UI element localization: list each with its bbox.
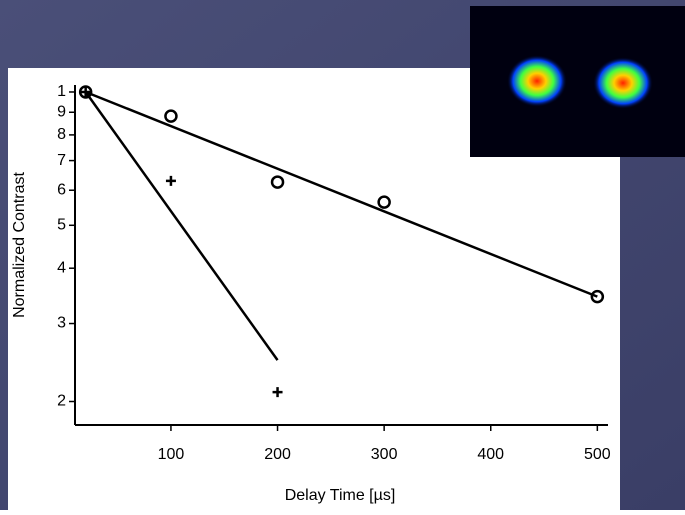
y-tick-label: 8 bbox=[57, 126, 66, 143]
y-axis-title: Normalized Contrast bbox=[11, 172, 28, 318]
x-tick-label: 200 bbox=[264, 446, 291, 463]
y-tick-label: 9 bbox=[57, 103, 66, 120]
y-tick-label: 4 bbox=[57, 259, 66, 276]
inset-spot bbox=[507, 55, 567, 107]
y-tick-label: 2 bbox=[57, 393, 66, 410]
y-tick-label: 6 bbox=[57, 181, 66, 198]
fit-line bbox=[84, 91, 279, 361]
x-tick-label: 500 bbox=[584, 446, 611, 463]
x-axis-title: Delay Time [µs] bbox=[285, 487, 396, 504]
inset-image bbox=[470, 6, 685, 157]
data-point bbox=[377, 195, 391, 209]
data-point bbox=[78, 85, 93, 99]
data-point bbox=[165, 175, 176, 186]
x-tick-label: 400 bbox=[477, 446, 504, 463]
data-point bbox=[590, 289, 605, 304]
x-tick-label: 100 bbox=[158, 446, 185, 463]
y-tick-label: 1 bbox=[57, 83, 66, 100]
x-tick-label: 300 bbox=[371, 446, 398, 463]
data-point bbox=[270, 175, 285, 189]
fit-line bbox=[85, 90, 598, 298]
inset-spot bbox=[593, 57, 653, 109]
y-tick-label: 3 bbox=[57, 315, 66, 332]
y-tick-label: 5 bbox=[57, 217, 66, 234]
data-point bbox=[164, 109, 178, 123]
data-point bbox=[272, 387, 283, 398]
y-tick-label: 7 bbox=[57, 152, 66, 169]
